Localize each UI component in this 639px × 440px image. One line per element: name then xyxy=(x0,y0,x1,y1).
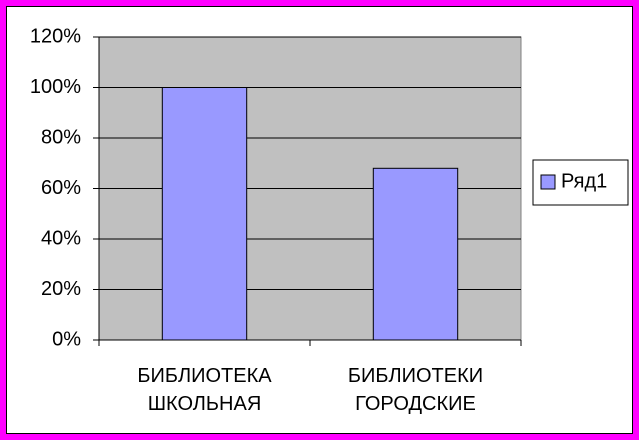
y-tick-label: 20% xyxy=(41,278,81,300)
legend-box xyxy=(532,159,629,206)
x-tick-label: БИБЛИОТЕКА ШКОЛЬНАЯ xyxy=(137,365,272,415)
y-tick-label: 100% xyxy=(30,76,81,98)
bar xyxy=(161,87,248,341)
chart-area: 0% 20% 40% 60% 80% 100% 120% Ряд1 БИБЛИОТЕКА ШК… xyxy=(6,6,633,434)
y-tick-label: 40% xyxy=(41,227,81,249)
x-tick-label: БИБЛИОТЕКИ ГОРОДСКИЕ xyxy=(347,365,484,415)
bar xyxy=(372,167,459,341)
legend-swatch xyxy=(540,174,556,190)
y-tick-label: 60% xyxy=(41,177,81,199)
y-tick-label: 80% xyxy=(41,126,81,148)
legend-label: Ряд1 xyxy=(561,170,607,192)
y-tick-label: 120% xyxy=(30,25,81,47)
chart: 0% 20% 40% 60% 80% 100% 120% Ряд1 xyxy=(30,25,629,350)
y-tick-label: 0% xyxy=(52,328,81,350)
